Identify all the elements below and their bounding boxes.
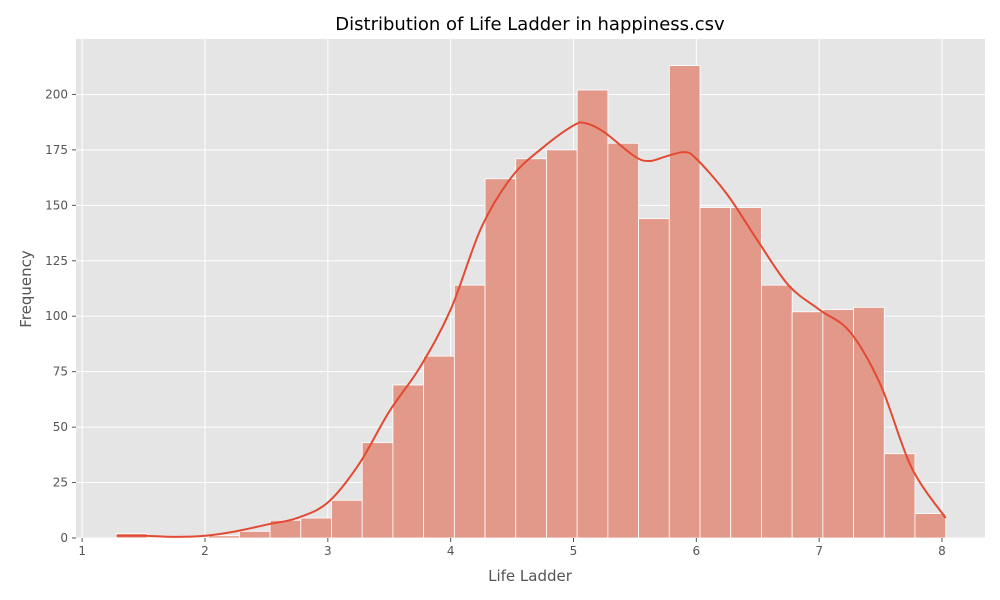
histogram-bar (914, 513, 947, 539)
x-tick-label: 1 (78, 544, 86, 558)
histogram-bar (238, 530, 271, 539)
histogram-bar (423, 355, 455, 539)
y-tick-label: 25 (53, 476, 68, 490)
histogram-bars (116, 65, 947, 539)
histogram-bar (853, 306, 885, 539)
y-axis-label: Frequency (17, 250, 35, 328)
histogram-bar (883, 453, 916, 539)
x-axis-ticks: 1 2 3 4 5 6 7 8 (78, 538, 946, 558)
x-tick-label: 7 (815, 544, 823, 558)
histogram-bar (668, 65, 701, 539)
histogram-bar (331, 499, 363, 539)
histogram-bar (576, 89, 609, 539)
histogram-bar (208, 535, 240, 539)
x-tick-label: 6 (693, 544, 701, 558)
histogram-bar (607, 142, 639, 539)
histogram-bar (791, 311, 824, 539)
y-tick-label: 150 (45, 198, 68, 212)
y-axis-ticks: 0 25 50 75 100 125 150 175 200 (45, 87, 76, 545)
histogram-bar (822, 309, 854, 539)
histogram-bar (638, 218, 670, 539)
histogram-bar (453, 284, 486, 539)
histogram-bar (515, 158, 547, 539)
histogram-bar (761, 284, 793, 539)
chart-title: Distribution of Life Ladder in happiness… (335, 14, 725, 35)
histogram-bar (300, 517, 332, 539)
y-tick-label: 200 (45, 87, 68, 101)
x-axis-label: Life Ladder (488, 567, 573, 585)
kde-curve (116, 121, 947, 538)
y-tick-label: 125 (45, 254, 68, 268)
x-tick-label: 8 (938, 544, 946, 558)
x-tick-label: 3 (324, 544, 332, 558)
y-tick-label: 175 (45, 143, 68, 157)
y-tick-label: 0 (60, 531, 68, 545)
x-tick-label: 4 (447, 544, 455, 558)
y-tick-label: 75 (53, 365, 68, 379)
y-tick-label: 100 (45, 309, 68, 323)
histogram-bar (361, 442, 394, 539)
histogram-bar (392, 384, 425, 539)
histogram-bar (484, 178, 517, 539)
histogram-bar (730, 207, 762, 539)
histogram-bar (699, 207, 732, 539)
histogram-bar (546, 149, 578, 539)
x-tick-label: 2 (201, 544, 209, 558)
y-tick-label: 50 (53, 420, 68, 434)
x-tick-label: 5 (570, 544, 578, 558)
